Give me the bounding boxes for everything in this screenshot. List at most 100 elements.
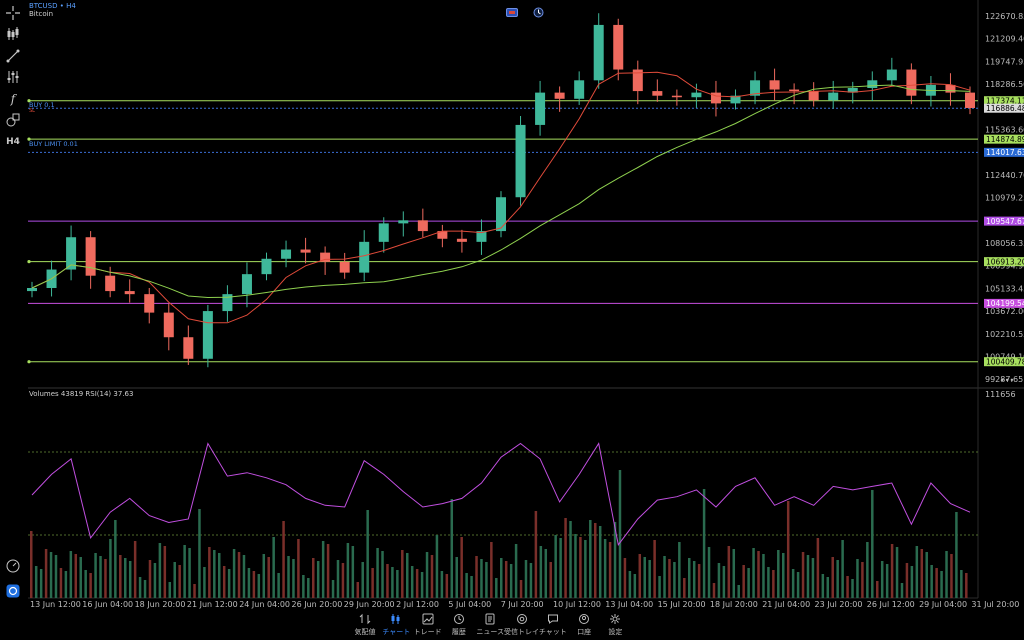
candle-body[interactable] xyxy=(847,88,858,93)
nav-item[interactable]: チャット xyxy=(533,613,573,637)
candle-body[interactable] xyxy=(886,69,897,81)
chart-canvas[interactable]: 122670.85 121209.40 119747.95 118286.50 1168… xyxy=(0,0,1024,612)
candle-body[interactable] xyxy=(124,291,135,295)
candle-body[interactable] xyxy=(222,294,233,312)
candle-body[interactable] xyxy=(261,258,272,275)
volume-bar xyxy=(598,526,602,598)
volume-bar xyxy=(752,548,755,598)
price-axis-more[interactable]: ••• xyxy=(1000,376,1014,385)
volume-bar xyxy=(495,578,498,598)
level-handle[interactable] xyxy=(27,360,31,364)
candle-body[interactable] xyxy=(554,92,565,99)
candle-body[interactable] xyxy=(339,261,350,273)
candle-body[interactable] xyxy=(144,294,155,313)
candle-body[interactable] xyxy=(945,84,956,93)
gauge-icon[interactable] xyxy=(3,557,23,575)
candle-body[interactable] xyxy=(906,69,917,96)
candle-body[interactable] xyxy=(828,92,839,101)
volume-bar xyxy=(920,549,924,598)
candle-body[interactable] xyxy=(398,220,409,224)
volume-bar xyxy=(900,583,904,598)
volume-bar xyxy=(668,559,671,598)
indicators-sliders-icon[interactable] xyxy=(3,68,23,86)
candle-body[interactable] xyxy=(417,220,428,232)
symbol-line[interactable]: BTCUSD • H4 xyxy=(29,2,76,10)
timer-icon[interactable] xyxy=(532,7,544,17)
volume-bar xyxy=(277,573,280,598)
candle-body[interactable] xyxy=(710,92,721,104)
buy-order-label[interactable]: BUY 0.1 xyxy=(29,101,55,109)
nav-item[interactable]: ニュース xyxy=(470,613,510,637)
nav-item[interactable]: 受信トレイ xyxy=(502,613,542,637)
candle-body[interactable] xyxy=(476,231,487,242)
candle-body[interactable] xyxy=(632,69,643,92)
candle-body[interactable] xyxy=(163,312,174,338)
volume-bar xyxy=(183,545,186,598)
line-draw-icon[interactable] xyxy=(3,47,23,65)
candle-body[interactable] xyxy=(769,80,780,90)
candle-body[interactable] xyxy=(300,249,311,253)
candle-body[interactable] xyxy=(437,231,448,239)
candle-body[interactable] xyxy=(867,80,878,88)
level-handle[interactable] xyxy=(27,137,31,141)
function-icon[interactable]: f xyxy=(10,92,16,106)
buy-limit-label[interactable]: BUY LIMIT 0.01 xyxy=(29,140,78,148)
volume-bar xyxy=(69,551,73,598)
volume-bar xyxy=(178,565,181,598)
nav-label: トレード xyxy=(413,628,442,636)
timeframe-button[interactable]: H4 xyxy=(6,137,20,147)
candle-body[interactable] xyxy=(105,275,116,292)
candle-body[interactable] xyxy=(652,91,663,96)
candle-body[interactable] xyxy=(456,238,467,242)
candles-icon[interactable] xyxy=(3,25,23,43)
candle-body[interactable] xyxy=(671,95,682,98)
candle-body[interactable] xyxy=(808,91,819,101)
candle-body[interactable] xyxy=(66,237,77,270)
trading-window-icon[interactable] xyxy=(506,7,518,17)
nav-label: 設定 xyxy=(608,628,623,636)
volume-bar xyxy=(866,542,869,598)
nav-item[interactable]: 気配値 xyxy=(345,613,385,637)
candle-body[interactable] xyxy=(359,241,370,273)
volume-bar xyxy=(376,548,379,598)
candle-body[interactable] xyxy=(593,24,604,81)
candle-body[interactable] xyxy=(241,274,252,295)
volume-bar xyxy=(406,553,409,598)
candle-body[interactable] xyxy=(183,337,194,359)
candle-body[interactable] xyxy=(613,24,624,70)
account-switch-icon[interactable] xyxy=(3,582,23,600)
nav-item[interactable]: 設定 xyxy=(595,613,635,637)
nav-item[interactable]: チャート xyxy=(376,613,416,637)
nav-item[interactable]: 履歴 xyxy=(439,613,479,637)
rsi-line xyxy=(31,442,971,546)
candle-body[interactable] xyxy=(691,92,702,98)
level-handle[interactable] xyxy=(27,99,31,103)
candle-body[interactable] xyxy=(515,124,526,198)
price-axis-label: 121209.40 xyxy=(985,35,1024,44)
volume-bar xyxy=(737,585,740,598)
level-handle[interactable] xyxy=(27,260,31,264)
candle-body[interactable] xyxy=(202,311,213,359)
volume-bar xyxy=(796,572,800,598)
candle-body[interactable] xyxy=(378,223,389,242)
candle-body[interactable] xyxy=(789,89,800,92)
candle-body[interactable] xyxy=(281,249,292,259)
candle-body[interactable] xyxy=(85,237,96,276)
candle-body[interactable] xyxy=(27,288,37,292)
nav-item[interactable]: 口座 xyxy=(564,613,604,637)
candle-body[interactable] xyxy=(965,92,975,108)
candle-body[interactable] xyxy=(320,252,331,262)
volume-bar xyxy=(965,573,968,598)
candle-body[interactable] xyxy=(535,92,546,125)
time-axis-label: 13 Jun 12:00 xyxy=(30,600,81,609)
candle-body[interactable] xyxy=(496,197,506,232)
volume-bar xyxy=(64,571,68,598)
candle-body[interactable] xyxy=(750,80,761,96)
candle-body[interactable] xyxy=(574,80,585,99)
volume-bar xyxy=(262,554,266,598)
volume-bar xyxy=(44,549,48,598)
candle-body[interactable] xyxy=(730,95,741,104)
crosshair-icon[interactable] xyxy=(3,4,23,22)
objects-icon[interactable] xyxy=(3,111,23,129)
nav-item[interactable]: トレード xyxy=(408,613,448,637)
